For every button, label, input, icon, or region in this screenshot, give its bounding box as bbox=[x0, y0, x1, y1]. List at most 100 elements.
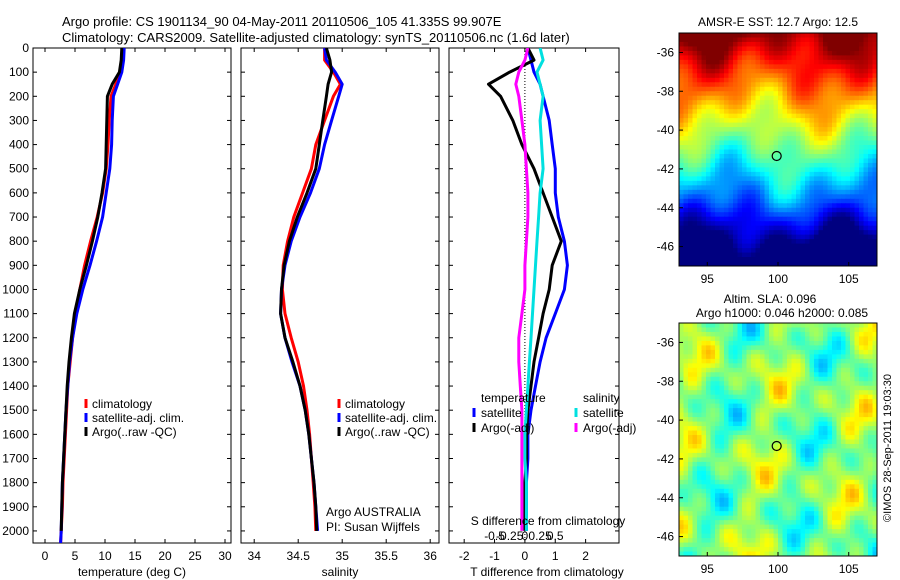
map-cell bbox=[787, 225, 793, 231]
map-cell bbox=[683, 497, 689, 503]
map-cell bbox=[746, 367, 752, 373]
map-cell bbox=[863, 176, 869, 182]
map-cell bbox=[818, 100, 824, 106]
map-cell bbox=[769, 82, 775, 88]
map-cell bbox=[796, 457, 802, 463]
map-cell bbox=[683, 385, 689, 391]
map-cell bbox=[733, 323, 739, 329]
map-cell bbox=[755, 100, 761, 106]
map-cell bbox=[868, 189, 874, 195]
map-cell bbox=[764, 466, 770, 472]
map-cell bbox=[710, 457, 716, 463]
map-cell bbox=[701, 336, 707, 342]
map-cell bbox=[769, 46, 775, 52]
map-cell bbox=[841, 55, 847, 61]
map-cell bbox=[863, 230, 869, 236]
map-cell bbox=[764, 426, 770, 432]
map-cell bbox=[692, 41, 698, 48]
map-cell bbox=[769, 488, 775, 494]
map-cell bbox=[823, 86, 829, 92]
map-cell bbox=[827, 435, 833, 441]
map-cell bbox=[737, 323, 743, 329]
map-cell bbox=[697, 185, 703, 191]
map-cell bbox=[728, 457, 734, 463]
map-cell bbox=[863, 448, 869, 454]
map-cell bbox=[710, 439, 716, 445]
map-cell bbox=[778, 443, 784, 450]
map-cell bbox=[787, 104, 793, 110]
map-cell bbox=[872, 367, 877, 373]
map-cell bbox=[737, 506, 743, 512]
map-cell bbox=[688, 435, 694, 441]
map-cell bbox=[854, 457, 860, 463]
map-cell bbox=[683, 466, 689, 472]
map-cell bbox=[827, 86, 833, 92]
map-cell bbox=[701, 131, 707, 137]
map-cell bbox=[710, 551, 716, 556]
map-x-tick-label: 100 bbox=[768, 272, 788, 286]
map-cell bbox=[872, 345, 877, 351]
map-cell bbox=[742, 426, 748, 432]
map-cell bbox=[773, 515, 779, 521]
map-cell bbox=[841, 323, 847, 329]
map-cell bbox=[872, 390, 877, 396]
map-cell bbox=[859, 417, 865, 423]
map-cell bbox=[719, 109, 725, 115]
map-cell bbox=[809, 538, 815, 544]
map-cell bbox=[742, 399, 748, 405]
map-cell bbox=[814, 394, 820, 400]
map-cell bbox=[728, 358, 734, 364]
map-cell bbox=[800, 82, 806, 88]
map-cell bbox=[737, 394, 743, 400]
map-cell bbox=[827, 448, 833, 454]
map-cell bbox=[697, 73, 703, 79]
map-cell bbox=[715, 212, 721, 218]
map-cell bbox=[751, 64, 757, 70]
map-cell bbox=[764, 448, 770, 454]
map-cell bbox=[832, 439, 838, 445]
top-x-tick-label: 0.25 bbox=[528, 529, 552, 543]
map-cell bbox=[728, 252, 734, 258]
map-cell bbox=[796, 59, 802, 65]
map-cell bbox=[728, 50, 734, 56]
map-cell bbox=[796, 421, 802, 427]
map-cell bbox=[796, 394, 802, 400]
map-cell bbox=[728, 33, 734, 39]
map-cell bbox=[683, 381, 689, 387]
map-cell bbox=[782, 484, 788, 490]
map-cell bbox=[697, 475, 703, 481]
map-cell bbox=[683, 327, 689, 333]
map-cell bbox=[787, 176, 793, 182]
map-cell bbox=[760, 520, 766, 526]
map-cell bbox=[683, 506, 689, 512]
map-cell bbox=[755, 122, 761, 128]
map-cell bbox=[782, 421, 788, 427]
map-cell bbox=[679, 248, 685, 254]
map-cell bbox=[719, 104, 725, 110]
map-cell bbox=[746, 252, 752, 258]
map-cell bbox=[701, 457, 707, 463]
map-cell bbox=[692, 529, 698, 535]
map-cell bbox=[679, 524, 685, 530]
map-cell bbox=[701, 140, 707, 146]
map-cell bbox=[773, 493, 779, 499]
map-cell bbox=[764, 358, 770, 364]
map-cell bbox=[706, 524, 712, 530]
map-cell bbox=[751, 524, 757, 530]
map-cell bbox=[841, 216, 847, 222]
map-cell bbox=[728, 412, 734, 418]
map-cell bbox=[782, 497, 788, 503]
map-cell bbox=[751, 354, 757, 360]
map-cell bbox=[778, 68, 784, 74]
map-cell bbox=[710, 162, 716, 169]
map-cell bbox=[724, 448, 730, 454]
map-cell bbox=[706, 511, 712, 517]
map-cell bbox=[697, 515, 703, 521]
map-cell bbox=[791, 122, 797, 128]
map-cell bbox=[706, 113, 712, 119]
map-cell bbox=[679, 435, 685, 441]
map-cell bbox=[710, 497, 716, 503]
map-cell bbox=[778, 497, 784, 503]
map-cell bbox=[706, 506, 712, 512]
map-cell bbox=[814, 358, 820, 364]
